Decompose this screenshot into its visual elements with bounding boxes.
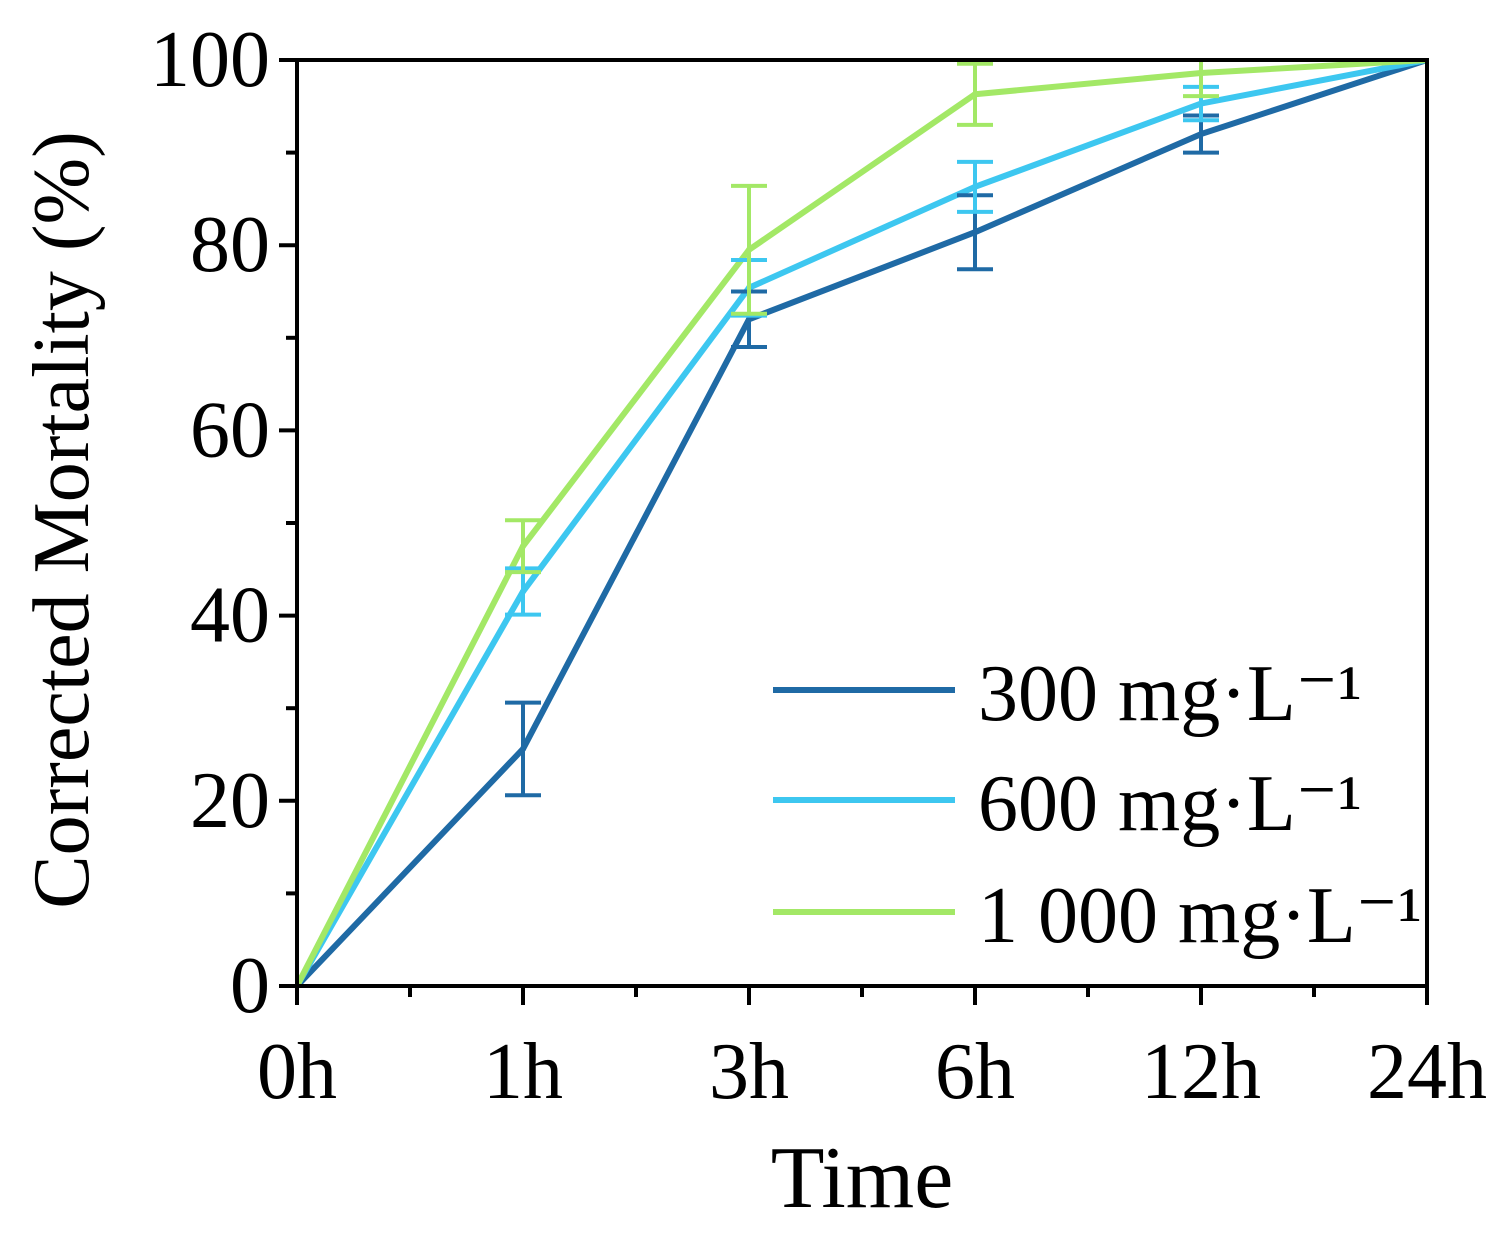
legend-label: 1 000 mg·L⁻¹ — [978, 872, 1422, 960]
series-layer — [297, 60, 1427, 986]
error-bar — [731, 183, 767, 316]
y-axis-title: Corrected Mortality (%) — [18, 131, 106, 909]
legend-item: 1 000 mg·L⁻¹ — [773, 872, 1422, 960]
x-tick-label: 0h — [257, 1028, 337, 1116]
series-line-2 — [297, 60, 1427, 986]
legend: 300 mg·L⁻¹ 600 mg·L⁻¹ 1 000 mg·L⁻¹ — [773, 650, 1422, 960]
x-tick-label: 6h — [935, 1028, 1015, 1116]
error-bar — [505, 700, 541, 798]
legend-item: 600 mg·L⁻¹ — [773, 760, 1362, 848]
x-tick-label: 3h — [709, 1028, 789, 1116]
y-tick-label: 0 — [230, 942, 270, 1030]
legend-label: 300 mg·L⁻¹ — [978, 650, 1362, 738]
series-line-3 — [297, 60, 1427, 986]
y-tick-label: 40 — [190, 572, 270, 660]
error-bar — [505, 518, 541, 575]
y-tick-label: 100 — [150, 16, 270, 104]
y-tick-label: 80 — [190, 201, 270, 289]
error-bar — [1183, 60, 1219, 99]
y-tick-label: 20 — [190, 757, 270, 845]
y-tick-label: 60 — [190, 386, 270, 474]
error-bar — [957, 159, 993, 214]
x-axis-title: Time — [771, 1130, 954, 1227]
legend-label: 600 mg·L⁻¹ — [978, 760, 1362, 848]
x-tick-label: 12h — [1141, 1028, 1261, 1116]
x-tick-label: 1h — [483, 1028, 563, 1116]
error-bar — [957, 61, 993, 127]
y-axis: 0 20 40 60 80 100 — [150, 16, 297, 1030]
series-line-1 — [297, 60, 1427, 986]
x-axis: 0h 1h 3h 6h 12h 24h — [257, 986, 1487, 1116]
x-tick-label: 24h — [1367, 1028, 1487, 1116]
legend-item: 300 mg·L⁻¹ — [773, 650, 1362, 738]
